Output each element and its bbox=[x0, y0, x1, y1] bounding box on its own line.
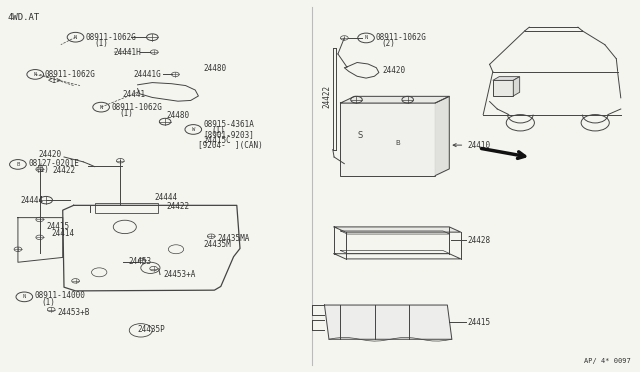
Text: N: N bbox=[74, 35, 77, 40]
Text: 24410: 24410 bbox=[453, 141, 490, 150]
Text: 24444: 24444 bbox=[20, 196, 44, 205]
Text: (1): (1) bbox=[95, 39, 109, 48]
Text: 08911-1062G: 08911-1062G bbox=[375, 33, 426, 42]
Text: 24422: 24422 bbox=[323, 85, 332, 108]
Text: 24428: 24428 bbox=[467, 236, 490, 245]
Text: 24441: 24441 bbox=[123, 90, 146, 99]
Text: 24444: 24444 bbox=[155, 193, 178, 202]
Polygon shape bbox=[493, 77, 520, 80]
Text: 24435P: 24435P bbox=[138, 325, 165, 334]
Text: 24480: 24480 bbox=[166, 111, 189, 120]
Text: 08127-0201E: 08127-0201E bbox=[28, 159, 79, 168]
Text: (1): (1) bbox=[119, 109, 133, 118]
Text: 08911-14000: 08911-14000 bbox=[35, 291, 85, 300]
FancyBboxPatch shape bbox=[340, 103, 435, 176]
Text: [8901-9203]: [8901-9203] bbox=[204, 131, 254, 140]
Text: 24480: 24480 bbox=[204, 64, 227, 73]
Text: 08911-1062G: 08911-1062G bbox=[45, 70, 95, 79]
Text: 24453+A: 24453+A bbox=[163, 270, 196, 279]
Text: (2): (2) bbox=[381, 39, 396, 48]
Text: S: S bbox=[357, 131, 362, 140]
Text: N: N bbox=[99, 105, 103, 110]
Text: 08911-1062G: 08911-1062G bbox=[86, 33, 136, 42]
Text: 24415: 24415 bbox=[46, 222, 69, 231]
Text: N: N bbox=[22, 294, 26, 299]
Polygon shape bbox=[513, 77, 520, 96]
Text: 08915-4361A: 08915-4361A bbox=[204, 120, 254, 129]
Text: 24453: 24453 bbox=[128, 257, 151, 266]
Text: 24420: 24420 bbox=[383, 66, 406, 75]
Text: 08911-1062G: 08911-1062G bbox=[111, 103, 162, 112]
Text: 24422: 24422 bbox=[166, 202, 189, 211]
Polygon shape bbox=[340, 96, 449, 103]
Text: W: W bbox=[191, 127, 195, 132]
Text: 24415C: 24415C bbox=[204, 136, 231, 145]
Text: 24415: 24415 bbox=[467, 318, 490, 327]
Text: 4WD.AT: 4WD.AT bbox=[8, 13, 40, 22]
Text: B: B bbox=[16, 162, 20, 167]
Text: 24420: 24420 bbox=[38, 150, 61, 159]
Text: <1>: <1> bbox=[48, 76, 62, 85]
Text: [9204-  ](CAN): [9204- ](CAN) bbox=[198, 141, 263, 150]
Text: 24435M: 24435M bbox=[204, 240, 231, 249]
Text: (1): (1) bbox=[211, 126, 225, 135]
Text: AP/ 4* 0097: AP/ 4* 0097 bbox=[584, 358, 630, 364]
Text: N: N bbox=[364, 35, 368, 41]
Text: N: N bbox=[33, 72, 37, 77]
Text: 24435MA: 24435MA bbox=[218, 234, 250, 243]
Polygon shape bbox=[334, 227, 461, 232]
Text: 24414: 24414 bbox=[51, 229, 74, 238]
Text: 24453+B: 24453+B bbox=[58, 308, 90, 317]
Text: 24441G: 24441G bbox=[133, 70, 161, 79]
Text: (1): (1) bbox=[41, 298, 55, 307]
Text: 24422: 24422 bbox=[52, 166, 76, 175]
Text: 24441H: 24441H bbox=[114, 48, 141, 57]
FancyBboxPatch shape bbox=[493, 80, 513, 96]
FancyBboxPatch shape bbox=[95, 203, 158, 213]
Polygon shape bbox=[324, 305, 452, 339]
Polygon shape bbox=[435, 96, 449, 176]
Text: (1): (1) bbox=[36, 165, 50, 174]
Text: B: B bbox=[396, 140, 401, 146]
